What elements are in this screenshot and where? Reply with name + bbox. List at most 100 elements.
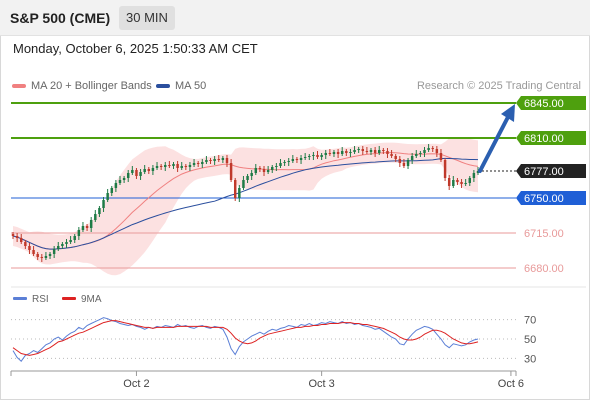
candle bbox=[52, 246, 56, 258]
candle-body bbox=[69, 240, 72, 242]
candle bbox=[242, 176, 245, 190]
candle bbox=[246, 174, 249, 183]
candle-body bbox=[373, 150, 377, 153]
candle-body bbox=[89, 220, 93, 228]
candle bbox=[114, 180, 118, 192]
candle bbox=[423, 147, 426, 157]
candle bbox=[254, 164, 258, 175]
candle bbox=[89, 217, 93, 232]
candle-body bbox=[102, 200, 105, 208]
instrument-title: S&P 500 (CME) bbox=[10, 10, 111, 26]
candle-body bbox=[131, 170, 134, 173]
candle-body bbox=[242, 180, 245, 188]
candle bbox=[159, 164, 163, 170]
candle-body bbox=[52, 249, 56, 254]
candle-body bbox=[419, 153, 422, 154]
candle bbox=[164, 162, 167, 171]
candle bbox=[308, 154, 311, 160]
rsi-ma-swatch bbox=[62, 297, 76, 300]
candle bbox=[201, 159, 204, 168]
candle bbox=[398, 156, 402, 167]
candle bbox=[118, 176, 122, 185]
candle bbox=[11, 232, 15, 239]
candle-body bbox=[472, 173, 476, 178]
candle-body bbox=[443, 160, 447, 178]
candle bbox=[378, 146, 381, 155]
rsi-line bbox=[12, 317, 479, 362]
level-labels: 6845.00 6810.00 6777.00 6750.00 6715.00 6680.… bbox=[516, 96, 586, 275]
candle bbox=[57, 242, 60, 251]
level-label-5: 6680.00 bbox=[524, 263, 564, 275]
price-levels bbox=[11, 102, 516, 269]
candle bbox=[139, 169, 142, 180]
candle-body bbox=[258, 168, 262, 169]
forecast-arrow bbox=[478, 104, 515, 173]
candle-body bbox=[122, 178, 126, 180]
candle-body bbox=[456, 180, 459, 182]
candle-body bbox=[24, 242, 27, 246]
candle bbox=[250, 170, 253, 180]
candle bbox=[382, 148, 385, 154]
forecast-arrow-head bbox=[501, 104, 515, 122]
timeframe-badge[interactable]: 30 MIN bbox=[119, 6, 175, 30]
bollinger-band bbox=[13, 137, 478, 276]
ma50-label: MA 50 bbox=[175, 80, 207, 92]
candle bbox=[324, 150, 327, 159]
candle bbox=[431, 146, 434, 152]
candle bbox=[15, 233, 19, 242]
candle bbox=[176, 161, 179, 172]
candle-body bbox=[57, 246, 60, 249]
candle-body bbox=[320, 155, 323, 157]
candle bbox=[151, 165, 155, 175]
candle bbox=[443, 158, 447, 181]
candle bbox=[357, 147, 360, 153]
candle-body bbox=[209, 160, 212, 161]
candle bbox=[435, 146, 439, 157]
candle bbox=[229, 159, 233, 182]
candle bbox=[336, 149, 340, 158]
candle bbox=[365, 147, 369, 154]
candles bbox=[11, 144, 480, 262]
candle bbox=[85, 224, 89, 231]
candle bbox=[135, 168, 138, 179]
candle bbox=[24, 240, 27, 249]
candle bbox=[271, 165, 274, 173]
candle bbox=[233, 178, 237, 201]
candle-body bbox=[291, 159, 295, 161]
rsi-label: RSI bbox=[32, 294, 49, 305]
candle-body bbox=[81, 226, 85, 230]
legend-bollinger: MA 20 + Bollinger Bands bbox=[12, 80, 152, 92]
candle-body bbox=[15, 236, 19, 238]
candle-body bbox=[176, 164, 179, 168]
level-tag-0 bbox=[516, 96, 586, 110]
candle-body bbox=[328, 153, 332, 154]
candle-body bbox=[406, 160, 410, 166]
candle bbox=[328, 149, 332, 156]
candle bbox=[131, 166, 134, 175]
candle-body bbox=[279, 163, 282, 166]
candle bbox=[386, 148, 389, 158]
candle-body bbox=[94, 214, 97, 220]
candle-body bbox=[287, 161, 290, 162]
x-tick-label-0: Oct 2 bbox=[123, 378, 149, 390]
candle-body bbox=[299, 158, 303, 160]
candle bbox=[419, 151, 422, 157]
level-tag-2 bbox=[516, 164, 586, 178]
candle bbox=[312, 152, 315, 160]
candle bbox=[122, 176, 126, 183]
candle bbox=[299, 155, 303, 164]
candle-body bbox=[410, 156, 414, 160]
candle bbox=[472, 170, 476, 182]
candle-body bbox=[402, 163, 406, 166]
chart-header: S&P 500 (CME) 30 MIN bbox=[0, 0, 590, 36]
candle-body bbox=[126, 173, 130, 178]
candle bbox=[36, 252, 39, 260]
candle-body bbox=[431, 148, 434, 149]
candle-body bbox=[110, 188, 113, 193]
candle bbox=[188, 162, 192, 171]
candle-body bbox=[40, 257, 44, 258]
candle-body bbox=[106, 193, 109, 200]
candle-body bbox=[196, 163, 200, 164]
candle bbox=[410, 153, 414, 164]
candle-body bbox=[155, 166, 159, 168]
